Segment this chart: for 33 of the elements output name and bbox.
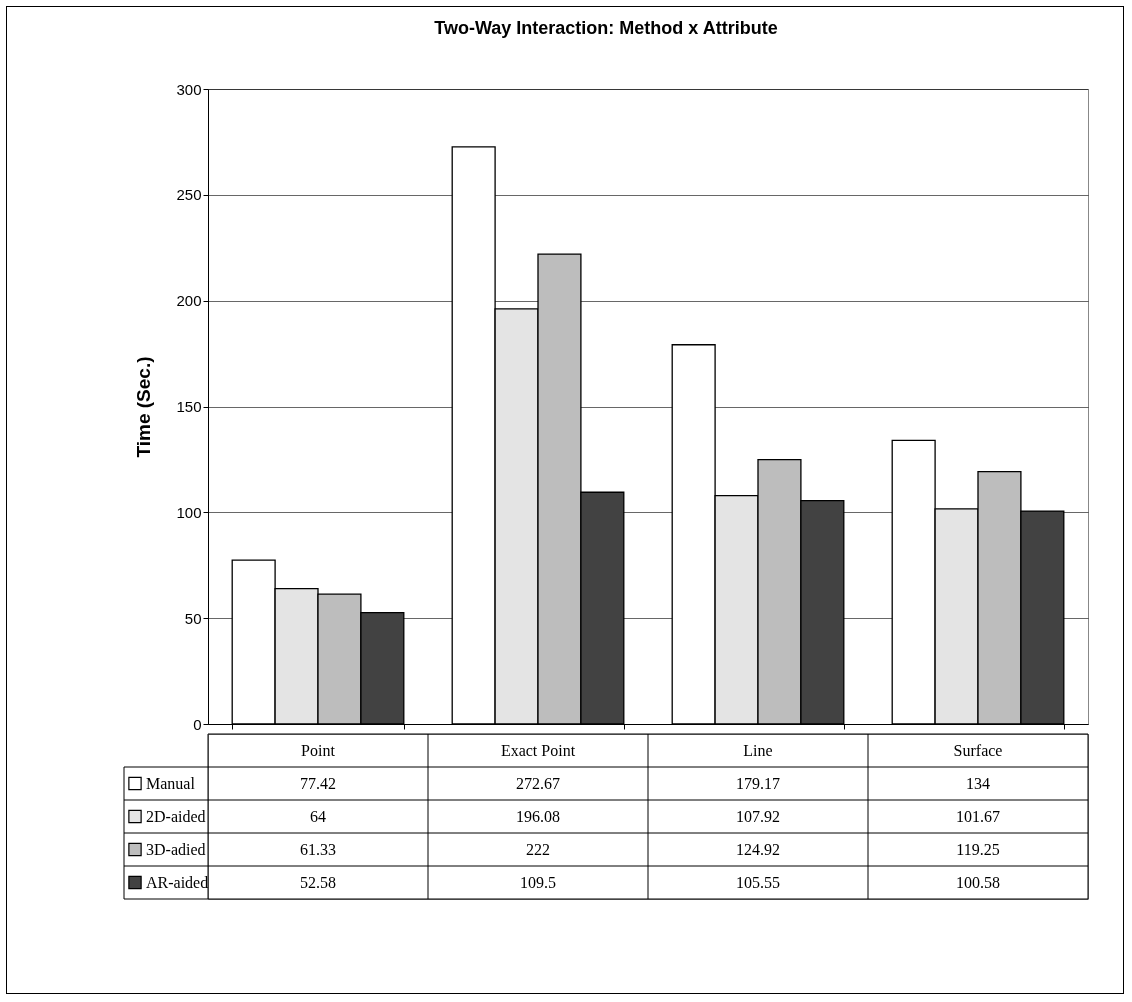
y-tick-label: 0 — [193, 715, 202, 733]
data-label: 107.92 — [736, 807, 780, 825]
y-tick-label: 150 — [176, 398, 202, 415]
data-label: 52.58 — [300, 873, 336, 891]
y-axis-title: Time (Sec.) — [133, 356, 155, 458]
legend-label: 3D-adied — [146, 840, 206, 858]
chart-title: Two-Way Interaction: Method x Attribute — [434, 17, 778, 38]
data-label: 196.08 — [516, 807, 560, 825]
y-tick-label: 250 — [176, 186, 202, 204]
legend-label: AR-aided — [146, 873, 209, 891]
y-tick-label: 300 — [176, 80, 202, 98]
x-tick-label: Line — [743, 741, 773, 759]
data-label: 101.67 — [956, 807, 1000, 825]
data-label: 272.67 — [516, 774, 560, 792]
data-label: 109.5 — [520, 873, 556, 891]
data-label: 179.17 — [736, 774, 780, 792]
y-tick-label: 100 — [176, 503, 202, 521]
data-label: 64 — [310, 807, 326, 825]
data-label: 119.25 — [956, 840, 1000, 858]
legend-label: 2D-aided — [146, 807, 206, 825]
data-label: 124.92 — [736, 840, 780, 858]
data-label: 61.33 — [300, 840, 336, 858]
x-tick-label: Exact Point — [500, 741, 576, 759]
x-tick-label: Surface — [953, 741, 1003, 759]
x-tick-label: Point — [301, 741, 336, 759]
data-label: 134 — [966, 774, 990, 792]
y-tick-label: 200 — [176, 292, 202, 310]
legend-label: Manual — [146, 774, 196, 792]
data-label: 77.42 — [300, 774, 336, 792]
data-label: 105.55 — [736, 873, 780, 891]
data-label: 222 — [526, 840, 550, 858]
y-tick-label: 50 — [184, 609, 202, 627]
data-label: 100.58 — [956, 873, 1000, 891]
